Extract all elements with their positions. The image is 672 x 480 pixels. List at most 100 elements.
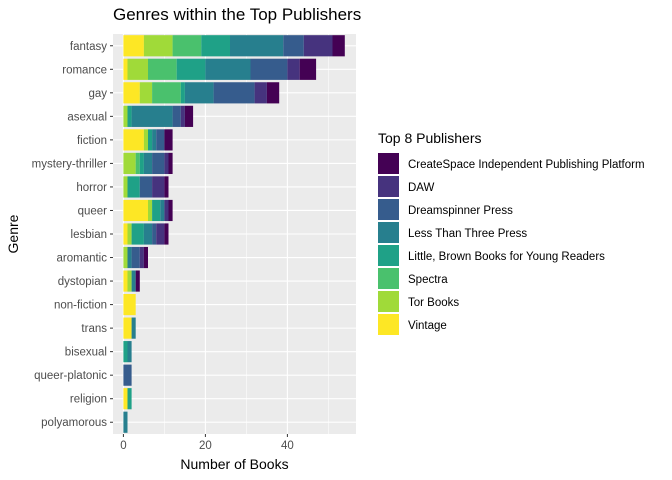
bar-segment xyxy=(172,105,181,127)
legend-label: Spectra xyxy=(408,274,448,286)
bar-segment xyxy=(127,105,132,127)
bar-segment xyxy=(127,388,132,410)
bar-segment xyxy=(152,152,165,174)
bar-segment xyxy=(123,82,140,104)
bar-segment xyxy=(131,105,173,127)
bar-segment xyxy=(152,223,157,245)
bar-segment xyxy=(164,129,173,151)
bar-segment xyxy=(230,35,284,57)
bar-segment xyxy=(201,35,230,57)
bar-segment xyxy=(172,35,202,57)
y-tick-label: aromantic xyxy=(57,253,108,265)
bar-segment xyxy=(303,35,333,57)
legend-key xyxy=(378,176,399,197)
bar-segment xyxy=(131,246,140,269)
bar-segment xyxy=(143,223,153,245)
y-tick-label: non-fiction xyxy=(54,300,107,312)
legend-label: Little, Brown Books for Young Readers xyxy=(408,251,605,263)
bar-segment xyxy=(139,82,153,104)
bar-segment xyxy=(123,270,128,292)
bar-segment xyxy=(156,223,165,245)
y-tick-label: dystopian xyxy=(58,276,107,288)
y-tick-label: fiction xyxy=(77,135,107,147)
bar-segment xyxy=(123,35,144,57)
bar-segment xyxy=(148,58,177,80)
y-tick-label: romance xyxy=(62,64,107,76)
bar-segment xyxy=(123,58,128,80)
bar-segment xyxy=(131,317,136,339)
bar-segment xyxy=(143,246,148,269)
bar-segment xyxy=(131,270,136,292)
bar-segment xyxy=(139,176,153,198)
bar-segment xyxy=(180,82,185,104)
bar-segment xyxy=(123,246,128,269)
x-tick-label: 0 xyxy=(120,440,126,452)
bar-segment xyxy=(152,129,157,151)
y-tick-label: trans xyxy=(81,323,107,335)
legend-title: Top 8 Publishers xyxy=(378,130,482,146)
x-tick-label: 20 xyxy=(199,440,212,452)
y-tick-label: gay xyxy=(88,88,107,100)
bar-segment xyxy=(131,223,144,245)
bar-segment xyxy=(123,364,132,386)
legend-label: Vintage xyxy=(408,320,447,332)
legend-label: Tor Books xyxy=(408,297,459,309)
bar-segment xyxy=(266,82,280,104)
legend-label: CreateSpace Independent Publishing Platf… xyxy=(408,159,645,171)
bar-segment xyxy=(164,176,169,198)
bar-segment xyxy=(254,82,267,104)
legend-key xyxy=(378,268,399,289)
bar-segment xyxy=(164,199,169,222)
bar-segment xyxy=(123,341,128,363)
legend-key xyxy=(378,291,399,312)
bar-segment xyxy=(123,176,128,198)
x-tick-label: 40 xyxy=(281,440,294,452)
bar-segment xyxy=(168,152,173,174)
y-tick-label: asexual xyxy=(67,111,107,123)
bar-segment xyxy=(127,176,140,198)
bar-segment xyxy=(164,152,169,174)
bar-segment xyxy=(135,152,140,174)
bar-segment xyxy=(143,35,173,57)
y-tick-label: religion xyxy=(70,394,107,406)
y-tick-label: queer xyxy=(78,205,108,217)
bar-segment xyxy=(123,388,128,410)
bar-segment xyxy=(123,294,136,316)
y-tick-label: fantasy xyxy=(70,41,107,53)
legend-label: Dreamspinner Press xyxy=(408,205,513,217)
bar-segment xyxy=(184,105,194,127)
bar-segment xyxy=(123,105,128,127)
bar-segment xyxy=(283,35,304,57)
x-axis-title: Number of Books xyxy=(180,456,288,472)
bar-segment xyxy=(176,58,206,80)
bar-segment xyxy=(152,176,165,198)
bar-segment xyxy=(139,152,144,174)
bar-segment xyxy=(143,129,148,151)
bar-segment xyxy=(143,152,153,174)
y-tick-label: bisexual xyxy=(65,347,107,359)
bar-segment xyxy=(332,35,345,57)
y-tick-label: horror xyxy=(76,182,107,194)
bar-segment xyxy=(213,82,255,104)
legend-key xyxy=(378,153,399,174)
y-tick-label: mystery-thriller xyxy=(32,158,108,170)
y-axis: fantasy romance gay asexual fiction mystery-t… xyxy=(32,41,113,429)
bar-segment xyxy=(127,270,132,292)
legend-key xyxy=(378,222,399,243)
bar-segment xyxy=(127,58,148,80)
bars xyxy=(123,35,345,433)
y-axis-title: Genre xyxy=(5,214,21,253)
bar-segment xyxy=(123,199,148,222)
bar-segment xyxy=(160,199,165,222)
bar-segment xyxy=(287,58,300,80)
bar-segment xyxy=(148,129,153,151)
legend-key xyxy=(378,314,399,335)
bar-segment xyxy=(127,246,132,269)
bar-segment xyxy=(164,223,169,245)
bar-segment xyxy=(184,82,214,104)
bar-segment xyxy=(180,105,185,127)
bar-segment xyxy=(168,199,173,222)
legend-key xyxy=(378,199,399,220)
bar-segment xyxy=(152,82,181,104)
